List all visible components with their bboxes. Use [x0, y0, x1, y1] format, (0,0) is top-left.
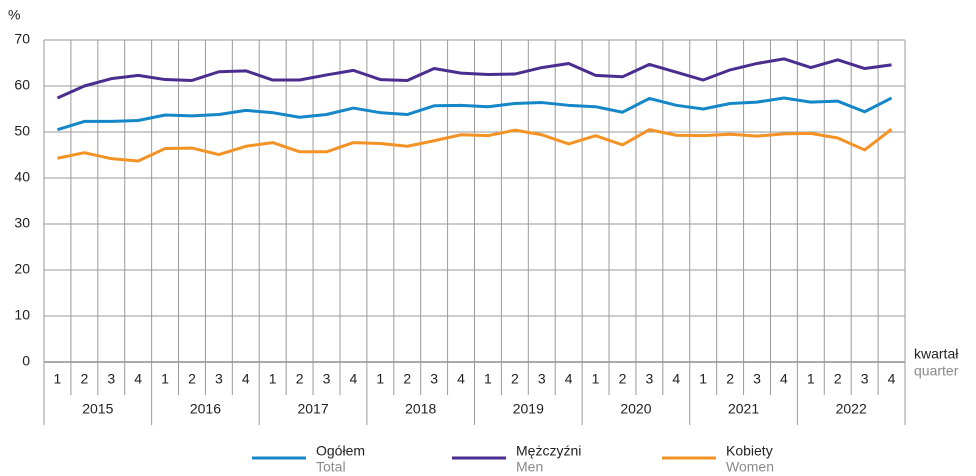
x-tick-label: 4	[242, 371, 250, 387]
y-tick-label: 70	[14, 31, 30, 47]
y-tick-label: 20	[14, 261, 30, 277]
group-label: 2021	[728, 401, 759, 417]
group-label: 2019	[513, 401, 544, 417]
x-tick-label: 4	[565, 371, 573, 387]
x-tick-label: 3	[107, 371, 115, 387]
x-axis-label-en: quarter	[914, 363, 959, 379]
group-label: 2016	[190, 401, 221, 417]
x-tick-label: 4	[672, 371, 680, 387]
x-tick-label: 1	[484, 371, 492, 387]
x-tick-label: 2	[188, 371, 196, 387]
x-tick-label: 2	[80, 371, 88, 387]
series-line	[56, 57, 892, 100]
legend-label-en: Men	[516, 459, 543, 475]
x-tick-label: 1	[807, 371, 815, 387]
series-line	[57, 128, 893, 163]
x-tick-label: 2	[403, 371, 411, 387]
x-tick-label: 2	[511, 371, 519, 387]
x-tick-label: 4	[888, 371, 896, 387]
x-tick-label: 3	[430, 371, 438, 387]
x-tick-label: 1	[592, 371, 600, 387]
x-tick-label: 2	[726, 371, 734, 387]
x-tick-label: 1	[54, 371, 62, 387]
x-tick-label: 3	[861, 371, 869, 387]
group-label: 2020	[620, 401, 651, 417]
x-tick-label: 2	[619, 371, 627, 387]
group-label: 2022	[836, 401, 867, 417]
x-tick-label: 4	[134, 371, 142, 387]
legend-label: Kobiety	[726, 443, 773, 459]
x-tick-label: 1	[699, 371, 707, 387]
y-tick-label: 50	[14, 123, 30, 139]
legend-label: Mężczyźni	[516, 443, 581, 459]
x-tick-label: 3	[215, 371, 223, 387]
y-tick-label: 40	[14, 169, 30, 185]
y-axis-label: %	[8, 7, 20, 23]
x-tick-label: 1	[269, 371, 277, 387]
legend-label-en: Total	[316, 459, 346, 475]
y-tick-label: 0	[22, 353, 30, 369]
y-tick-label: 10	[14, 307, 30, 323]
legend-label-en: Women	[726, 459, 774, 475]
legend-label: Ogółem	[316, 443, 365, 459]
x-tick-label: 3	[538, 371, 546, 387]
x-axis-label: kwartał	[914, 346, 959, 362]
x-tick-label: 3	[753, 371, 761, 387]
group-label: 2017	[297, 401, 328, 417]
x-tick-label: 3	[323, 371, 331, 387]
x-tick-label: 4	[780, 371, 788, 387]
x-tick-label: 1	[376, 371, 384, 387]
x-tick-label: 1	[161, 371, 169, 387]
group-label: 2018	[405, 401, 436, 417]
x-tick-label: 2	[296, 371, 304, 387]
y-tick-label: 60	[14, 77, 30, 93]
x-tick-label: 4	[457, 371, 465, 387]
group-label: 2015	[82, 401, 113, 417]
x-tick-label: 3	[645, 371, 653, 387]
x-tick-label: 2	[834, 371, 842, 387]
series-line	[57, 96, 893, 132]
y-tick-label: 30	[14, 215, 30, 231]
x-tick-label: 4	[350, 371, 358, 387]
